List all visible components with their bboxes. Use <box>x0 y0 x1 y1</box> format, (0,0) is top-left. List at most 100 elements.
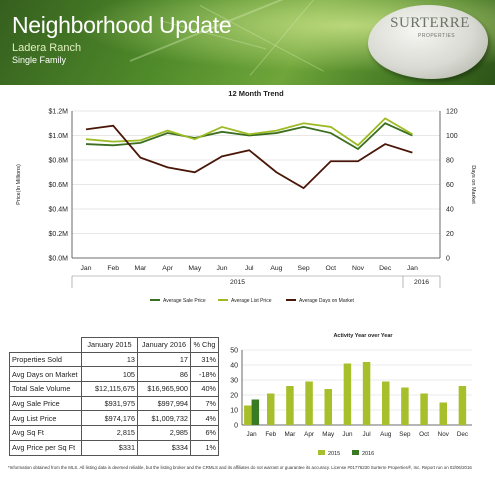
bar-2015 <box>439 402 447 425</box>
table-corner <box>9 337 82 353</box>
bar-2015 <box>267 393 275 425</box>
y-tick-label: 10 <box>230 408 238 415</box>
table-row: Avg List Price $974,176 $1,009,732 4% <box>9 410 219 427</box>
bar-2015 <box>343 363 352 425</box>
legend-label: Average List Price <box>231 298 272 304</box>
logo-subtitle: PROPERTIES <box>418 33 456 39</box>
row-label: Avg Days on Market <box>9 366 82 383</box>
legend-label: 2016 <box>362 451 374 457</box>
cell-2016: $1,009,732 <box>137 410 191 427</box>
column-header-2016: January 2016 <box>137 337 191 353</box>
x-tick-label: Jul <box>245 265 254 272</box>
bar-2015 <box>305 381 313 425</box>
chart-title: 12 Month Trend <box>228 89 284 98</box>
y-axis-title: Price(In Millions) <box>16 164 22 205</box>
activity-chart: Activity Year over Year 0 10 20 30 40 50 Jan Feb… <box>230 333 472 457</box>
y-tick-label: 0 <box>234 423 238 430</box>
x-tick-label: Sep <box>298 265 310 272</box>
cell-change: -18% <box>190 366 219 383</box>
cell-2016: 86 <box>137 366 191 383</box>
table-row: Total Sale Volume $12,115,675 $16,965,90… <box>9 381 219 397</box>
stats-table: January 2015 January 2016 % Chg Properti… <box>9 337 219 456</box>
y2-tick-label: 20 <box>446 231 454 238</box>
table-row: Avg Days on Market 105 86 -18% <box>9 366 219 383</box>
cell-2016: 2,985 <box>137 425 191 441</box>
row-label: Avg Sq Ft <box>9 425 82 441</box>
y2-tick-label: 120 <box>446 109 458 116</box>
x-tick-label: Sep <box>399 431 411 438</box>
x-tick-label: Aug <box>380 431 392 438</box>
year-label: 2016 <box>414 279 429 286</box>
footnote: *Information obtained from the MLS. All … <box>8 465 472 470</box>
row-label: Avg Sale Price <box>9 395 82 412</box>
row-label: Properties Sold <box>9 351 82 368</box>
table-row: Avg Sale Price $931,975 $997,994 7% <box>9 395 219 412</box>
table-row: Properties Sold 13 17 31% <box>9 351 219 368</box>
avg-list-price-line <box>85 117 413 147</box>
cell-change: 4% <box>190 410 219 427</box>
y-tick-label: 20 <box>230 393 238 400</box>
area-name: Ladera Ranch <box>12 42 82 54</box>
table-row: Avg Sq Ft 2,815 2,985 6% <box>9 425 219 441</box>
cell-2016: 17 <box>137 351 191 368</box>
bar-2015 <box>286 386 294 425</box>
bar-2015 <box>420 393 428 425</box>
trend-chart: 12 Month Trend $0.0M $0.2M $0.4M $0.6M $0.8M $… <box>16 89 476 304</box>
y2-tick-label: 60 <box>446 182 454 189</box>
x-tick-label: Jan <box>407 265 418 272</box>
legend-label: Average Sale Price <box>163 298 206 304</box>
page-title: Neighborhood Update <box>12 12 232 38</box>
row-label: Total Sale Volume <box>9 381 82 397</box>
cell-2015: $12,115,675 <box>81 381 138 397</box>
x-tick-label: Jan <box>81 265 92 272</box>
cell-2015: $931,975 <box>81 395 138 412</box>
bar-2015 <box>324 389 332 425</box>
x-tick-label: Jul <box>363 431 371 438</box>
table-header-row: January 2015 January 2016 % Chg <box>9 337 219 353</box>
avg-sale-price-line <box>85 122 413 151</box>
bar-2015 <box>401 387 409 425</box>
bar-2015 <box>458 386 467 425</box>
cell-change: 31% <box>190 351 219 368</box>
header-banner: Neighborhood Update Ladera Ranch Single … <box>0 0 495 85</box>
x-tick-label: Feb <box>265 431 276 438</box>
x-tick-label: Jan <box>247 431 258 438</box>
logo: SURTERRE <box>390 15 470 31</box>
cell-2015: $331 <box>81 439 138 456</box>
cell-2016: $334 <box>137 439 191 456</box>
x-tick-label: Dec <box>457 431 468 438</box>
cell-2015: 2,815 <box>81 425 138 441</box>
cell-change: 6% <box>190 425 219 441</box>
y-tick-label: $0.2M <box>49 231 69 238</box>
x-tick-label: Jun <box>342 431 353 438</box>
cell-2016: $997,994 <box>137 395 191 412</box>
cell-2015: $974,176 <box>81 410 138 427</box>
x-tick-label: May <box>322 431 335 438</box>
row-label: Avg List Price <box>9 410 82 427</box>
avg-days-on-market-line <box>85 124 413 190</box>
cell-2015: 105 <box>81 366 138 383</box>
legend-label: 2015 <box>328 451 340 457</box>
y2-tick-label: 0 <box>446 256 450 263</box>
y2-tick-label: 80 <box>446 158 454 165</box>
cell-change: 7% <box>190 395 219 412</box>
y2-tick-label: 100 <box>446 133 458 140</box>
y-tick-label: $0.4M <box>49 207 69 214</box>
bar-2015 <box>244 405 252 425</box>
logo-stone <box>368 5 488 79</box>
y-tick-label: 50 <box>230 348 238 355</box>
y-tick-label: $0.0M <box>49 256 69 263</box>
legend-label: Average Days on Market <box>299 298 355 304</box>
legend-swatch <box>352 450 359 455</box>
x-tick-label: Dec <box>379 265 392 272</box>
bar-2015 <box>382 381 390 425</box>
property-type: Single Family <box>12 55 67 65</box>
legend-swatch <box>318 450 325 455</box>
column-header-2015: January 2015 <box>81 337 138 353</box>
y-tick-label: $0.6M <box>49 182 69 189</box>
bar-2016 <box>251 399 260 425</box>
x-tick-label: Jun <box>217 265 228 272</box>
x-tick-label: Oct <box>326 265 337 272</box>
y-tick-label: $0.8M <box>49 158 69 165</box>
y2-axis-title: Days on Market <box>470 165 476 204</box>
